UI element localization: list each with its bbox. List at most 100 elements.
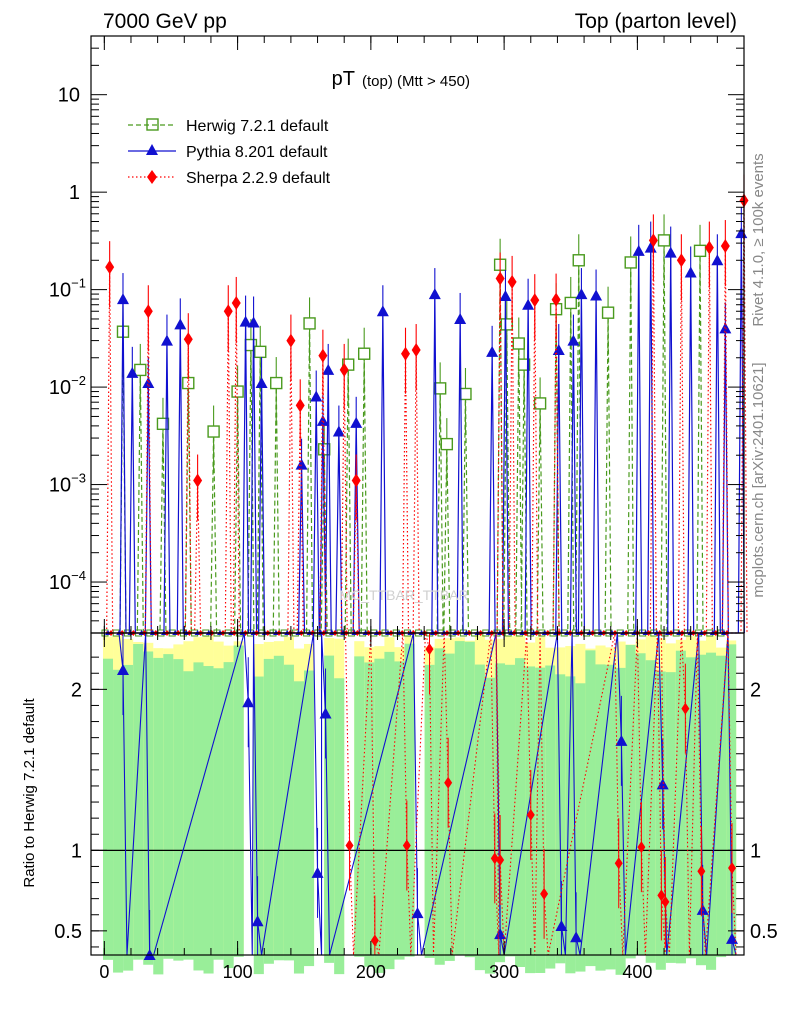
band-green [223, 662, 234, 969]
y-tick-label: 10−4 [49, 568, 86, 594]
ratio-point-sherpa [425, 643, 434, 656]
plot-title-sub: (top) (Mtt > 450) [362, 73, 470, 90]
band-green [605, 664, 616, 970]
ratio-line-0 [118, 632, 737, 956]
band-green [474, 664, 485, 971]
data-point-pythia [247, 316, 260, 328]
data-point-sherpa [411, 343, 421, 358]
ratio-point-sherpa [402, 839, 411, 852]
data-point-pythia [255, 377, 268, 389]
band-green [726, 644, 737, 956]
band-green [213, 668, 224, 960]
ratio-point-pythia [311, 866, 324, 878]
data-point-pythia [499, 290, 512, 302]
band-green [103, 658, 114, 960]
data-point-sherpa [704, 240, 714, 255]
legend-marker-pythia [146, 144, 158, 155]
data-point-sherpa [401, 346, 411, 361]
ratio-y-tick-label-left: 0.5 [54, 921, 82, 943]
band-green [193, 662, 204, 971]
ratio-y-tick-label-left: 1 [71, 840, 82, 862]
data-point-pythia [322, 363, 335, 375]
data-point-herwig [440, 437, 454, 451]
data-point-sherpa [676, 253, 686, 268]
y-tick-exponent: −1 [71, 276, 86, 291]
data-point-sherpa [286, 333, 296, 348]
x-tick-label: 0 [99, 962, 109, 982]
data-point-pythia [684, 266, 697, 278]
series-line-2 [106, 200, 748, 634]
band-green [364, 662, 375, 967]
ratio-point-pythia [570, 931, 583, 943]
data-point-pythia [126, 366, 139, 378]
band-green [464, 641, 475, 958]
ratio-point-sherpa [370, 934, 379, 947]
data-point-sherpa [339, 362, 349, 377]
ratio-point-sherpa [526, 808, 535, 821]
data-point-herwig [624, 256, 637, 269]
data-point-pythia [239, 315, 252, 327]
data-point-pythia [350, 416, 363, 428]
ratio-y-tick-label-left: 2 [71, 679, 82, 701]
band-green [324, 655, 335, 963]
band-green [253, 676, 264, 975]
x-tick-label: 100 [223, 962, 253, 982]
data-point-herwig [601, 306, 615, 319]
band-green [183, 671, 194, 960]
data-point-sherpa [183, 332, 193, 347]
band-green [494, 663, 506, 963]
data-point-herwig [500, 318, 513, 331]
data-point-sherpa [507, 274, 517, 289]
band-green [484, 677, 496, 974]
data-point-pythia [376, 305, 389, 317]
data-point-pythia [310, 390, 323, 402]
data-point-herwig [517, 358, 531, 371]
data-point-herwig [657, 234, 671, 247]
data-point-pythia [590, 289, 603, 301]
band-green [113, 669, 124, 973]
legend-marker-sherpa [147, 170, 157, 184]
data-point-pythia [486, 345, 499, 357]
ratio-point-pythia [242, 696, 255, 708]
data-point-herwig [231, 385, 244, 398]
y-tick-exponent: −2 [71, 373, 86, 388]
data-point-pythia [142, 377, 155, 389]
y-tick-label: 10−3 [49, 471, 86, 497]
x-tick-label: 200 [356, 962, 386, 982]
y-tick-exponent: −4 [71, 568, 86, 583]
main-panel [101, 174, 749, 637]
data-point-herwig [207, 425, 220, 438]
band-green [334, 678, 345, 975]
data-point-herwig [433, 382, 447, 395]
band-green [153, 657, 164, 975]
band-green [404, 643, 415, 957]
data-point-pythia [522, 298, 535, 310]
data-point-pythia [332, 425, 345, 437]
band-green [293, 681, 305, 974]
band-green [515, 658, 526, 968]
band-green [163, 654, 174, 959]
data-point-pythia [567, 334, 580, 346]
header-left: 7000 GeV pp [103, 10, 227, 33]
band-green [575, 683, 586, 972]
data-point-herwig [303, 317, 316, 330]
data-point-pythia [454, 312, 467, 324]
band-green [706, 652, 717, 970]
header-right: Top (parton level) [575, 10, 737, 33]
data-point-herwig [357, 347, 371, 360]
y-tick-label: 10 [58, 85, 80, 107]
ratio-point-sherpa [728, 862, 737, 875]
band-green [625, 644, 636, 959]
plot-title-main: pT [332, 68, 355, 90]
band-green [233, 645, 244, 957]
band-green [273, 655, 284, 961]
data-point-herwig [512, 337, 525, 350]
band-green [394, 661, 405, 960]
axes-frames: 0 100 200 300 400 10−4 10−3 10−2 10−1 1 10 0.5 0.5 1 1… [49, 35, 778, 982]
x-tick-label: 300 [489, 962, 519, 982]
ratio-point-pythia [251, 915, 264, 927]
data-point-pythia [160, 334, 173, 346]
data-point-sherpa [648, 233, 658, 248]
ratio-point-pythia [696, 903, 709, 915]
